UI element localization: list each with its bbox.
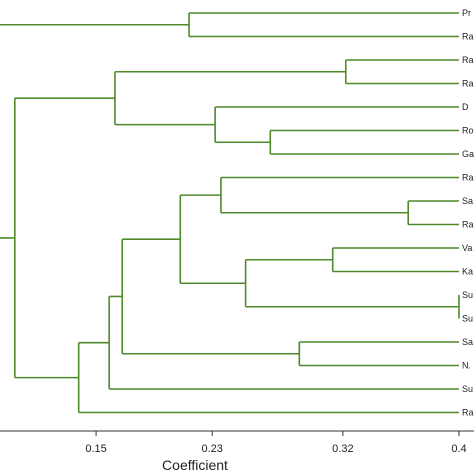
leaf-label: Ra	[462, 220, 474, 230]
x-tick-label: 0.15	[85, 443, 106, 455]
leaf-label: Ro	[462, 126, 474, 136]
leaf-label: Pr	[462, 8, 471, 18]
leaf-label: D	[462, 102, 469, 112]
leaf-labels: Pr Ra Ra Ra D Ro Ga Ra Sa Ra Va Ka Su Su Sa N. Su Ra	[462, 8, 474, 418]
leaf-label: Ra	[462, 79, 474, 89]
leaf-label: Ra	[462, 55, 474, 65]
leaf-label: N.	[462, 361, 471, 371]
x-tick-label: 0.4	[451, 443, 466, 455]
leaf-label: Ra	[462, 408, 474, 418]
leaf-label: Su	[462, 384, 473, 394]
x-tick-label: 0.32	[332, 443, 353, 455]
leaf-label: Ka	[462, 267, 473, 277]
leaf-label: Ga	[462, 149, 474, 159]
leaf-label: Ra	[462, 32, 474, 42]
leaf-label: Su	[462, 314, 473, 324]
leaf-label: Va	[462, 243, 472, 253]
leaf-label: Sa	[462, 337, 473, 347]
leaf-label: Su	[462, 290, 473, 300]
x-axis-title: Coefficient	[162, 457, 228, 473]
x-tick-label: 0.23	[202, 443, 223, 455]
leaf-label: Sa	[462, 196, 473, 206]
dendrogram-links	[0, 12, 460, 414]
x-axis-ticks: 0.15 0.23 0.32 0.4	[85, 431, 467, 455]
leaf-label: Ra	[462, 173, 474, 183]
